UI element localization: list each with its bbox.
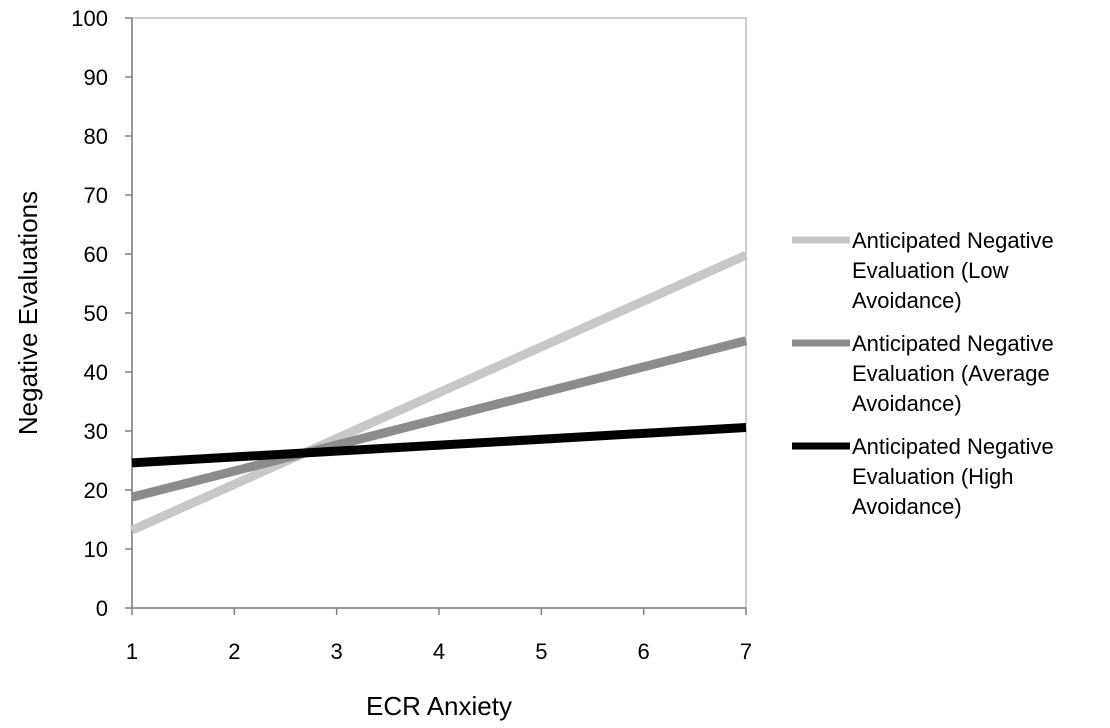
- x-tick-label: 4: [433, 639, 445, 664]
- y-tick-label: 70: [84, 183, 108, 208]
- legend-label-line: Anticipated Negative: [852, 228, 1054, 253]
- x-tick-label: 6: [638, 639, 650, 664]
- x-tick-label: 2: [228, 639, 240, 664]
- y-tick-label: 50: [84, 301, 108, 326]
- legend-label-line: Anticipated Negative: [852, 434, 1054, 459]
- y-axis-title: Negative Evaluations: [13, 191, 43, 435]
- y-tick-label: 30: [84, 419, 108, 444]
- y-tick-label: 90: [84, 65, 108, 90]
- x-tick-label: 1: [126, 639, 138, 664]
- plot-area-frame: [132, 18, 746, 608]
- legend-label-line: Evaluation (Low: [852, 258, 1009, 283]
- series-line-2: [132, 427, 746, 462]
- legend-label-line: Evaluation (Average: [852, 361, 1050, 386]
- y-tick-label: 100: [71, 6, 108, 31]
- legend-item-0: Anticipated Negative Evaluation (Low Avoid…: [792, 228, 1054, 313]
- axes: 0 10 20 30 40 50 60 70 80 90 100 1 2 3 4 5 6 7: [71, 6, 752, 664]
- legend-label-line: Avoidance): [852, 288, 962, 313]
- y-tick-label: 0: [96, 596, 108, 621]
- series-line-1: [132, 341, 746, 497]
- x-tick-label: 7: [740, 639, 752, 664]
- x-tick-label: 5: [535, 639, 547, 664]
- series-lines: [132, 255, 746, 530]
- x-tick-label: 3: [331, 639, 343, 664]
- legend-label-line: Evaluation (High: [852, 464, 1013, 489]
- y-tick-label: 60: [84, 242, 108, 267]
- legend-label-line: Anticipated Negative: [852, 331, 1054, 356]
- y-tick-label: 40: [84, 360, 108, 385]
- legend-item-2: Anticipated Negative Evaluation (High Avoi…: [792, 434, 1054, 519]
- series-line-0: [132, 255, 746, 530]
- y-tick-label: 10: [84, 537, 108, 562]
- y-tick-label: 80: [84, 124, 108, 149]
- legend-item-1: Anticipated Negative Evaluation (Average A…: [792, 331, 1054, 416]
- x-axis-title: ECR Anxiety: [366, 691, 512, 721]
- legend-label-line: Avoidance): [852, 391, 962, 416]
- legend: Anticipated Negative Evaluation (Low Avoid…: [792, 228, 1054, 519]
- y-tick-label: 20: [84, 478, 108, 503]
- legend-label-line: Avoidance): [852, 494, 962, 519]
